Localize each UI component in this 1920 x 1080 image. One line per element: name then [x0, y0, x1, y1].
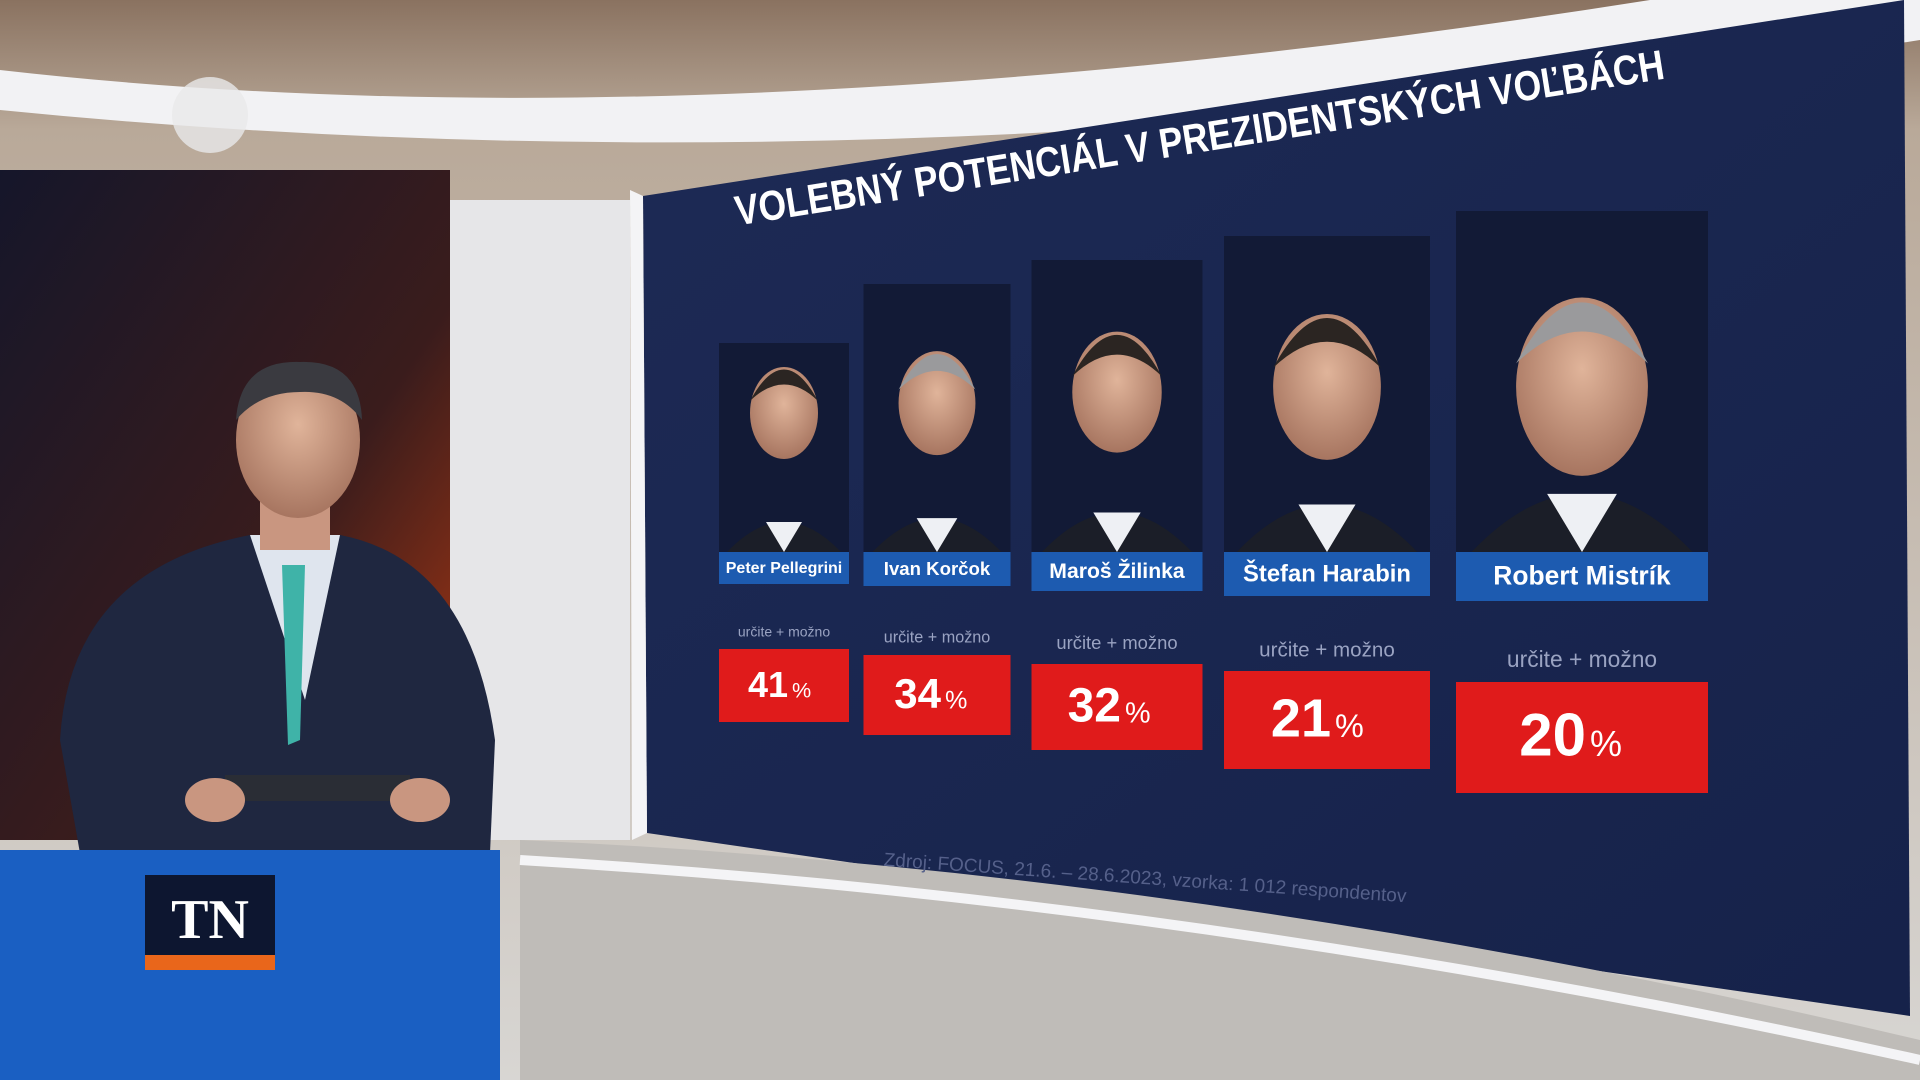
candidate-name: Ivan Korčok — [884, 558, 991, 579]
name-bar — [863, 552, 1011, 586]
value-unit: % — [945, 687, 967, 715]
photo-face — [1273, 314, 1381, 460]
panel-frame — [630, 190, 647, 840]
logo: TN — [171, 889, 249, 951]
value-unit: % — [1125, 697, 1151, 729]
photo-face — [898, 351, 976, 456]
floor-light — [519, 855, 1920, 1065]
photo-hair — [898, 353, 976, 390]
photo-collar — [1547, 493, 1617, 552]
value-caption: určite + možno — [738, 624, 830, 640]
value-caption: určite + možno — [1507, 646, 1657, 672]
value-box — [1224, 671, 1430, 769]
photo-collar — [766, 522, 802, 552]
candidate-name: Štefan Harabin — [1243, 559, 1411, 587]
logo-box — [145, 875, 275, 970]
ceiling-light — [0, 0, 1920, 143]
floor — [520, 840, 1920, 1080]
photo-hair — [1273, 317, 1381, 368]
photo-hair — [1072, 334, 1162, 377]
photo-face — [750, 367, 818, 459]
value-unit: % — [792, 678, 811, 703]
photo-face — [1516, 297, 1648, 476]
value-box — [719, 649, 849, 722]
photo-hair — [1516, 302, 1648, 364]
value: 20 — [1519, 701, 1586, 768]
photo-collar — [916, 518, 958, 552]
candidate-name: Peter Pellegrini — [726, 560, 843, 577]
candidate-name: Robert Mistrík — [1493, 560, 1671, 590]
candidates: Peter Pellegrini určite + možno 41 % Ivan Ko… — [719, 211, 1708, 793]
camera-light — [172, 77, 248, 153]
value-caption: určite + možno — [1259, 638, 1395, 661]
photo-face — [1072, 331, 1162, 453]
value-caption: určite + možno — [884, 628, 991, 646]
value-box — [1456, 682, 1708, 793]
name-bar — [1031, 552, 1203, 591]
photo-collar — [1298, 504, 1356, 552]
photo-hair — [750, 369, 818, 401]
photo-collar — [1093, 512, 1141, 552]
value-box — [1031, 664, 1203, 750]
logo-stripe — [145, 955, 275, 970]
value-box — [863, 655, 1011, 735]
candidate-name: Maroš Žilinka — [1049, 558, 1185, 583]
name-bar — [1456, 552, 1708, 601]
value-unit: % — [1590, 723, 1622, 764]
value: 21 — [1271, 688, 1331, 748]
value-unit: % — [1335, 708, 1364, 744]
name-bar — [719, 552, 849, 584]
value: 41 — [748, 664, 788, 705]
value: 32 — [1068, 680, 1121, 733]
value-caption: určite + možno — [1056, 632, 1177, 653]
value: 34 — [894, 670, 941, 717]
name-bar — [1224, 552, 1430, 596]
